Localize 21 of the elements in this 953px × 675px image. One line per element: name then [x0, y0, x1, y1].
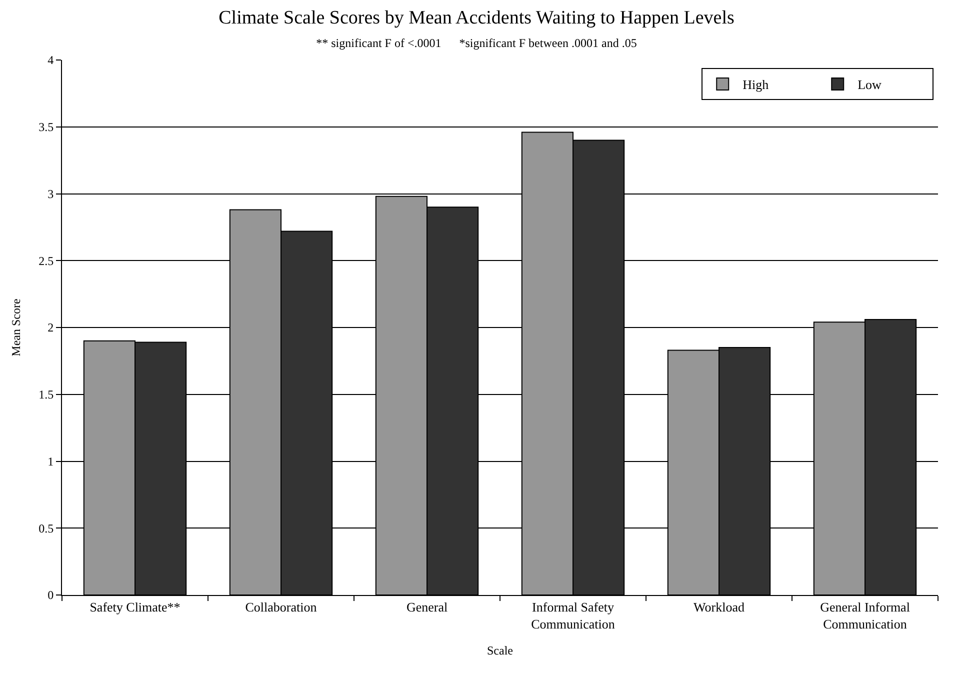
chart-subtitle: ** significant F of <.0001 *significant F between .0001 and .05	[316, 36, 637, 50]
legend-label: Low	[858, 77, 882, 92]
y-tick-label: 4	[48, 53, 54, 68]
y-axis-title: Mean Score	[8, 298, 23, 356]
chart-title: Climate Scale Scores by Mean Accidents Waiting to Happen Levels	[218, 8, 734, 29]
y-tick-label: 3.5	[38, 120, 54, 134]
x-tick-label: Safety Climate**	[90, 600, 180, 615]
y-tick-label: 1	[48, 454, 54, 468]
y-tick-label: 3	[48, 186, 54, 201]
y-tick-label: 1.5	[38, 388, 54, 402]
y-tick-label: 2.5	[38, 254, 54, 268]
x-axis-title: Scale	[487, 643, 513, 658]
x-tick-label: General Informal Communication	[820, 600, 910, 632]
y-tick-label: 0	[48, 588, 54, 602]
x-tick-label: Workload	[694, 600, 745, 615]
legend-label: High	[742, 77, 770, 92]
x-tick-label: General	[406, 600, 448, 615]
x-tick-label: Collaboration	[245, 600, 318, 615]
x-tick-label: Informal Safety Communication	[531, 600, 616, 632]
y-tick-label: 0.5	[38, 521, 54, 536]
y-tick-label: 2	[48, 320, 54, 335]
